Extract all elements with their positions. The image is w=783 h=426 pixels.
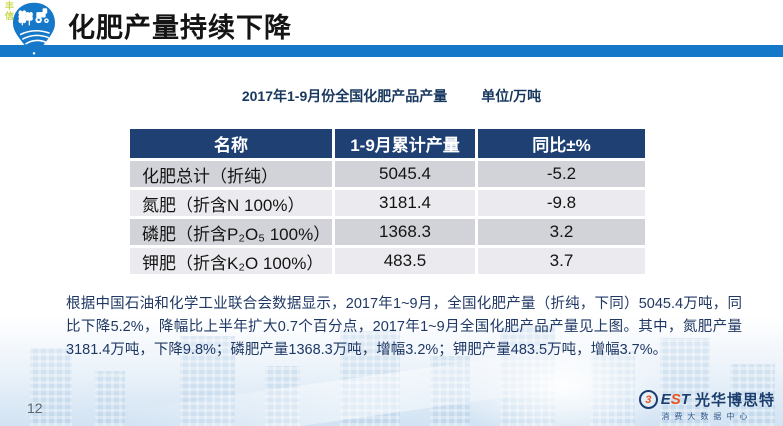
table-row: 氮肥（折含N 100%） 3181.4 -9.8 xyxy=(130,190,645,216)
row-name: 氮肥（折含N 100%） xyxy=(130,190,335,216)
agri-pin-logo xyxy=(9,2,59,58)
fertilizer-production-table: 名称 1-9月累计产量 同比±% 化肥总计（折纯） 5045.4 -5.2 氮肥… xyxy=(130,126,645,277)
building-shape xyxy=(430,356,470,426)
table-header-row: 名称 1-9月累计产量 同比±% xyxy=(130,129,645,158)
row-output: 1368.3 xyxy=(335,219,478,245)
table-row: 钾肥（折含K₂O 100%） 483.5 3.7 xyxy=(130,248,645,274)
header-divider-bar xyxy=(0,45,783,57)
analysis-paragraph: 根据中国石油和化学工业联合会数据显示，2017年1~9月，全国化肥产量（折纯，下… xyxy=(66,296,742,358)
table-row: 磷肥（折含P₂O₅ 100%） 1368.3 3.2 xyxy=(130,219,645,245)
row-name: 化肥总计（折纯） xyxy=(130,161,335,187)
best-wordmark: EST xyxy=(661,391,690,408)
pin-logo-icon xyxy=(13,2,55,58)
row-yoy: 3.2 xyxy=(478,219,645,245)
column-header-output: 1-9月累计产量 xyxy=(335,129,478,158)
row-output: 5045.4 xyxy=(335,161,478,187)
slide-header: 丰信 xyxy=(0,0,783,58)
row-yoy: 3.7 xyxy=(478,248,645,274)
best-letter: E xyxy=(660,391,671,408)
building-shape xyxy=(590,351,635,426)
page-number: 12 xyxy=(27,400,43,416)
brand-name: 光华博思特 xyxy=(694,392,775,409)
row-yoy: -9.8 xyxy=(478,190,645,216)
building-shape xyxy=(265,366,300,426)
best-brand-logo: 3 EST 光华博思特 消费大数据中心 xyxy=(638,389,775,422)
table-caption: 2017年1-9月份全国化肥产品产量 xyxy=(241,88,448,104)
best-logo-row: 3 EST 光华博思特 xyxy=(638,389,775,410)
brand-subtitle: 消费大数据中心 xyxy=(661,412,753,421)
best-circle-icon: 3 xyxy=(638,390,658,409)
best-circle-glyph: 3 xyxy=(645,393,652,406)
table-caption-row: 2017年1-9月份全国化肥产品产量 单位/万吨 xyxy=(0,86,783,106)
building-shape xyxy=(95,371,125,426)
row-output: 3181.4 xyxy=(335,190,478,216)
slide-title: 化肥产量持续下降 xyxy=(68,13,292,43)
table-row: 化肥总计（折纯） 5045.4 -5.2 xyxy=(130,161,645,187)
row-name: 钾肥（折含K₂O 100%） xyxy=(130,248,335,274)
column-header-name: 名称 xyxy=(130,129,335,158)
row-name: 磷肥（折含P₂O₅ 100%） xyxy=(130,219,335,245)
row-yoy: -5.2 xyxy=(478,161,645,187)
column-header-yoy: 同比±% xyxy=(478,129,645,158)
row-output: 483.5 xyxy=(335,248,478,274)
table-unit-label: 单位/万吨 xyxy=(481,88,542,104)
best-letter: S xyxy=(670,391,681,408)
best-letter: T xyxy=(680,391,690,408)
corner-watermark: 丰信 xyxy=(4,1,14,21)
